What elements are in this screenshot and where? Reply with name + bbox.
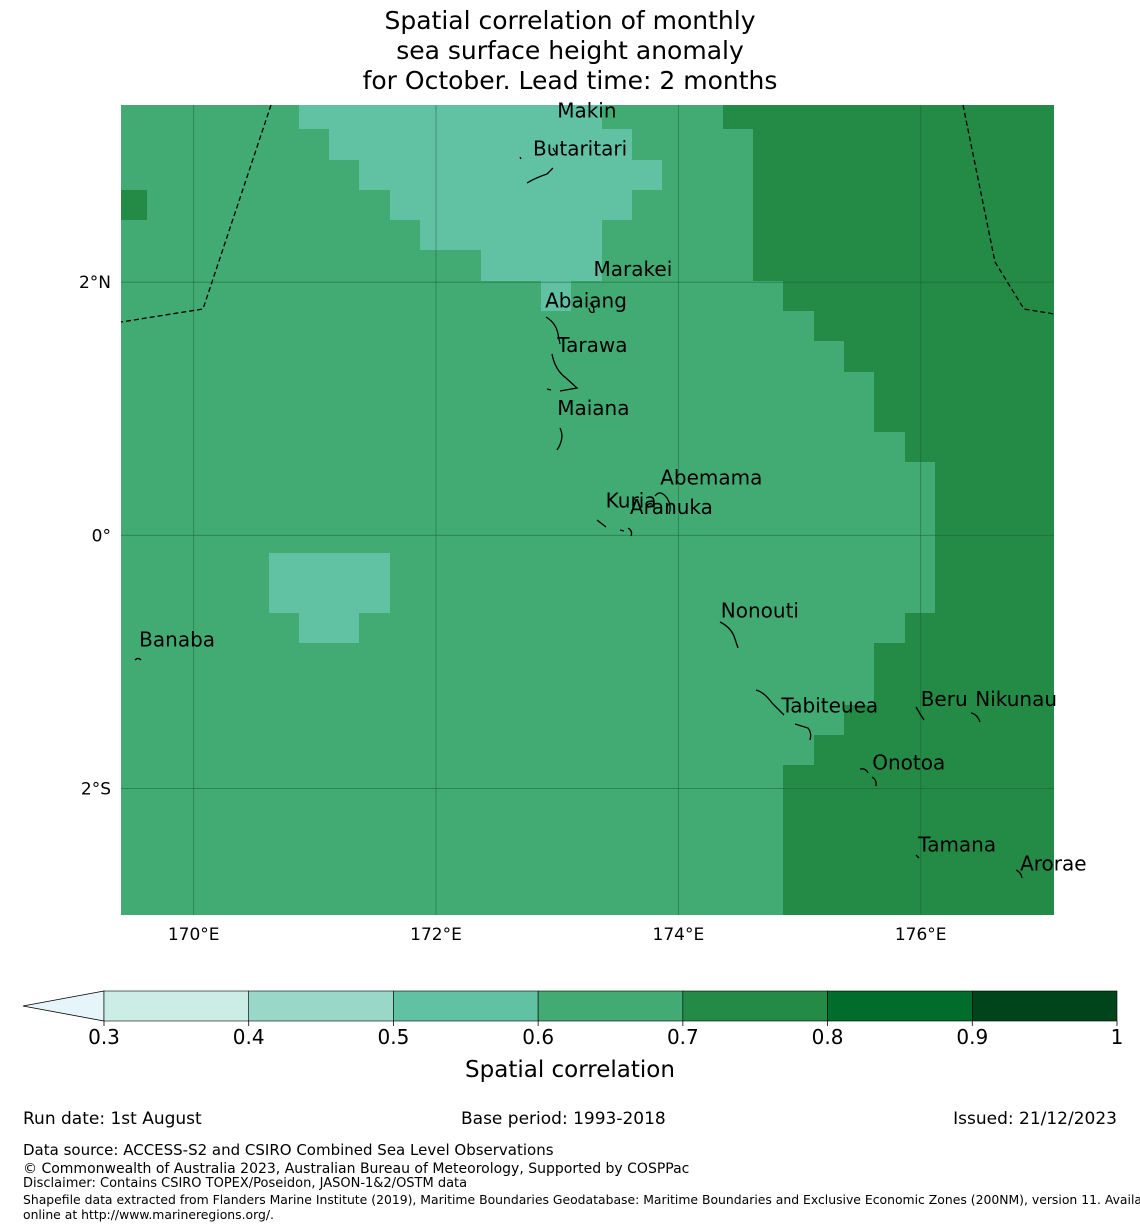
place-label-tabiteuea: Tabiteuea xyxy=(780,694,878,718)
colorbar-bin xyxy=(103,990,250,1022)
colorbar-bin xyxy=(971,990,1118,1022)
colorbar-tick-label: 0.7 xyxy=(667,1025,699,1049)
map-title: Spatial correlation of monthly sea surfa… xyxy=(0,6,1140,96)
run-date: Run date: 1st August xyxy=(23,1109,202,1129)
place-label-marakei: Marakei xyxy=(594,257,673,281)
copyright: © Commonwealth of Australia 2023, Austra… xyxy=(23,1161,690,1177)
shapefile-credit-line-2: online at http://www.marineregions.org/. xyxy=(23,1207,274,1222)
atoll-tamana xyxy=(915,854,920,859)
place-label-aranuka: Aranuka xyxy=(630,495,713,519)
lon-tick-label: 174°E xyxy=(653,925,705,945)
field-cell-west xyxy=(121,190,147,220)
title-line-1: Spatial correlation of monthly xyxy=(384,6,756,35)
place-label-onotoa: Onotoa xyxy=(872,750,945,774)
atoll-makin xyxy=(519,147,556,160)
place-label-tamana: Tamana xyxy=(917,833,996,857)
lat-tick-label: 2°S xyxy=(81,779,111,799)
eez-boundary-east xyxy=(962,104,1055,315)
disclaimer: Disclaimer: Contains CSIRO TOPEX/Poseido… xyxy=(23,1176,468,1191)
colorbar-tick-label: 0.3 xyxy=(88,1025,120,1049)
eez-boundaries xyxy=(120,104,1055,323)
correlation-field xyxy=(121,105,1054,915)
base-period: Base period: 1993-2018 xyxy=(461,1109,666,1129)
atoll-onotoa xyxy=(859,768,877,787)
atoll-marakei xyxy=(588,302,595,314)
colorbar-tick-label: 0.8 xyxy=(812,1025,844,1049)
data-source: Data source: ACCESS-S2 and CSIRO Combine… xyxy=(23,1141,554,1159)
field-high-west xyxy=(269,553,390,643)
colorbar-tick-label: 1 xyxy=(1111,1025,1124,1049)
graticule xyxy=(121,105,1054,915)
map-figure: Makin Butaritari Marakei Abaiang Tarawa Maian… xyxy=(22,99,1124,1083)
atoll-beru xyxy=(915,706,925,721)
place-label-makin: Makin xyxy=(557,99,616,123)
place-label-banaba: Banaba xyxy=(139,628,215,652)
atoll-abaiang xyxy=(545,316,561,345)
title-line-3: for October. Lead time: 2 months xyxy=(362,66,778,95)
atoll-abemama xyxy=(649,492,671,515)
atoll-aranuka xyxy=(619,527,633,537)
lat-tick-label: 2°N xyxy=(79,273,111,293)
atoll-nikunau xyxy=(970,712,981,723)
atoll-outlines xyxy=(134,147,1023,879)
place-label-abaiang: Abaiang xyxy=(545,289,627,313)
place-label-nonouti: Nonouti xyxy=(721,599,799,623)
place-label-beru: Beru xyxy=(921,687,968,711)
colorbar-bin xyxy=(827,990,973,1022)
colorbar-label: Spatial correlation xyxy=(465,1057,675,1083)
colorbar-tick-label: 0.4 xyxy=(233,1025,265,1049)
field-high-north xyxy=(299,105,662,311)
colorbar-bin xyxy=(682,990,828,1022)
place-label-abemama: Abemama xyxy=(660,466,762,490)
atoll-tabiteuea xyxy=(755,689,812,741)
colorbar-tick-label: 0.6 xyxy=(522,1025,554,1049)
colorbar-tick-label: 0.9 xyxy=(956,1025,988,1049)
lon-tick-label: 172°E xyxy=(410,925,462,945)
atoll-banaba xyxy=(134,657,142,661)
colorbar-bin xyxy=(537,990,684,1022)
atoll-butaritari xyxy=(526,167,554,184)
title-line-2: sea surface height anomaly xyxy=(396,36,744,65)
place-label-nikunau: Nikunau xyxy=(975,687,1057,711)
place-label-butaritari: Butaritari xyxy=(533,137,627,161)
colorbar-tick-label: 0.5 xyxy=(378,1025,410,1049)
place-label-tarawa: Tarawa xyxy=(556,333,627,357)
colorbar-extend-below xyxy=(22,990,105,1022)
shapefile-credit-line-1: Shapefile data extracted from Flanders M… xyxy=(23,1192,1140,1207)
atoll-arorae xyxy=(1015,869,1023,879)
atoll-tarawa xyxy=(546,353,579,392)
colorbar-bin xyxy=(393,990,539,1022)
atoll-nonouti xyxy=(719,621,739,649)
place-label-kuria: Kuria xyxy=(606,488,657,512)
lon-tick-label: 176°E xyxy=(895,925,947,945)
place-label-arorae: Arorae xyxy=(1020,852,1086,876)
colorbar: 0.3 0.4 0.5 0.6 0.7 0.8 0.9 1 xyxy=(22,990,1124,1049)
atoll-kuria xyxy=(596,519,607,528)
place-labels: Makin Butaritari Marakei Abaiang Tarawa Maian… xyxy=(139,99,1086,876)
atoll-maiana xyxy=(556,427,563,451)
issued-date: Issued: 21/12/2023 xyxy=(953,1109,1117,1129)
lon-tick-label: 170°E xyxy=(168,925,220,945)
lat-tick-label: 0° xyxy=(92,526,111,546)
axis-labels: 170°E 172°E 174°E 176°E 2°N 0° 2°S xyxy=(79,273,947,945)
colorbar-bin xyxy=(248,990,394,1022)
place-label-maiana: Maiana xyxy=(557,396,629,420)
